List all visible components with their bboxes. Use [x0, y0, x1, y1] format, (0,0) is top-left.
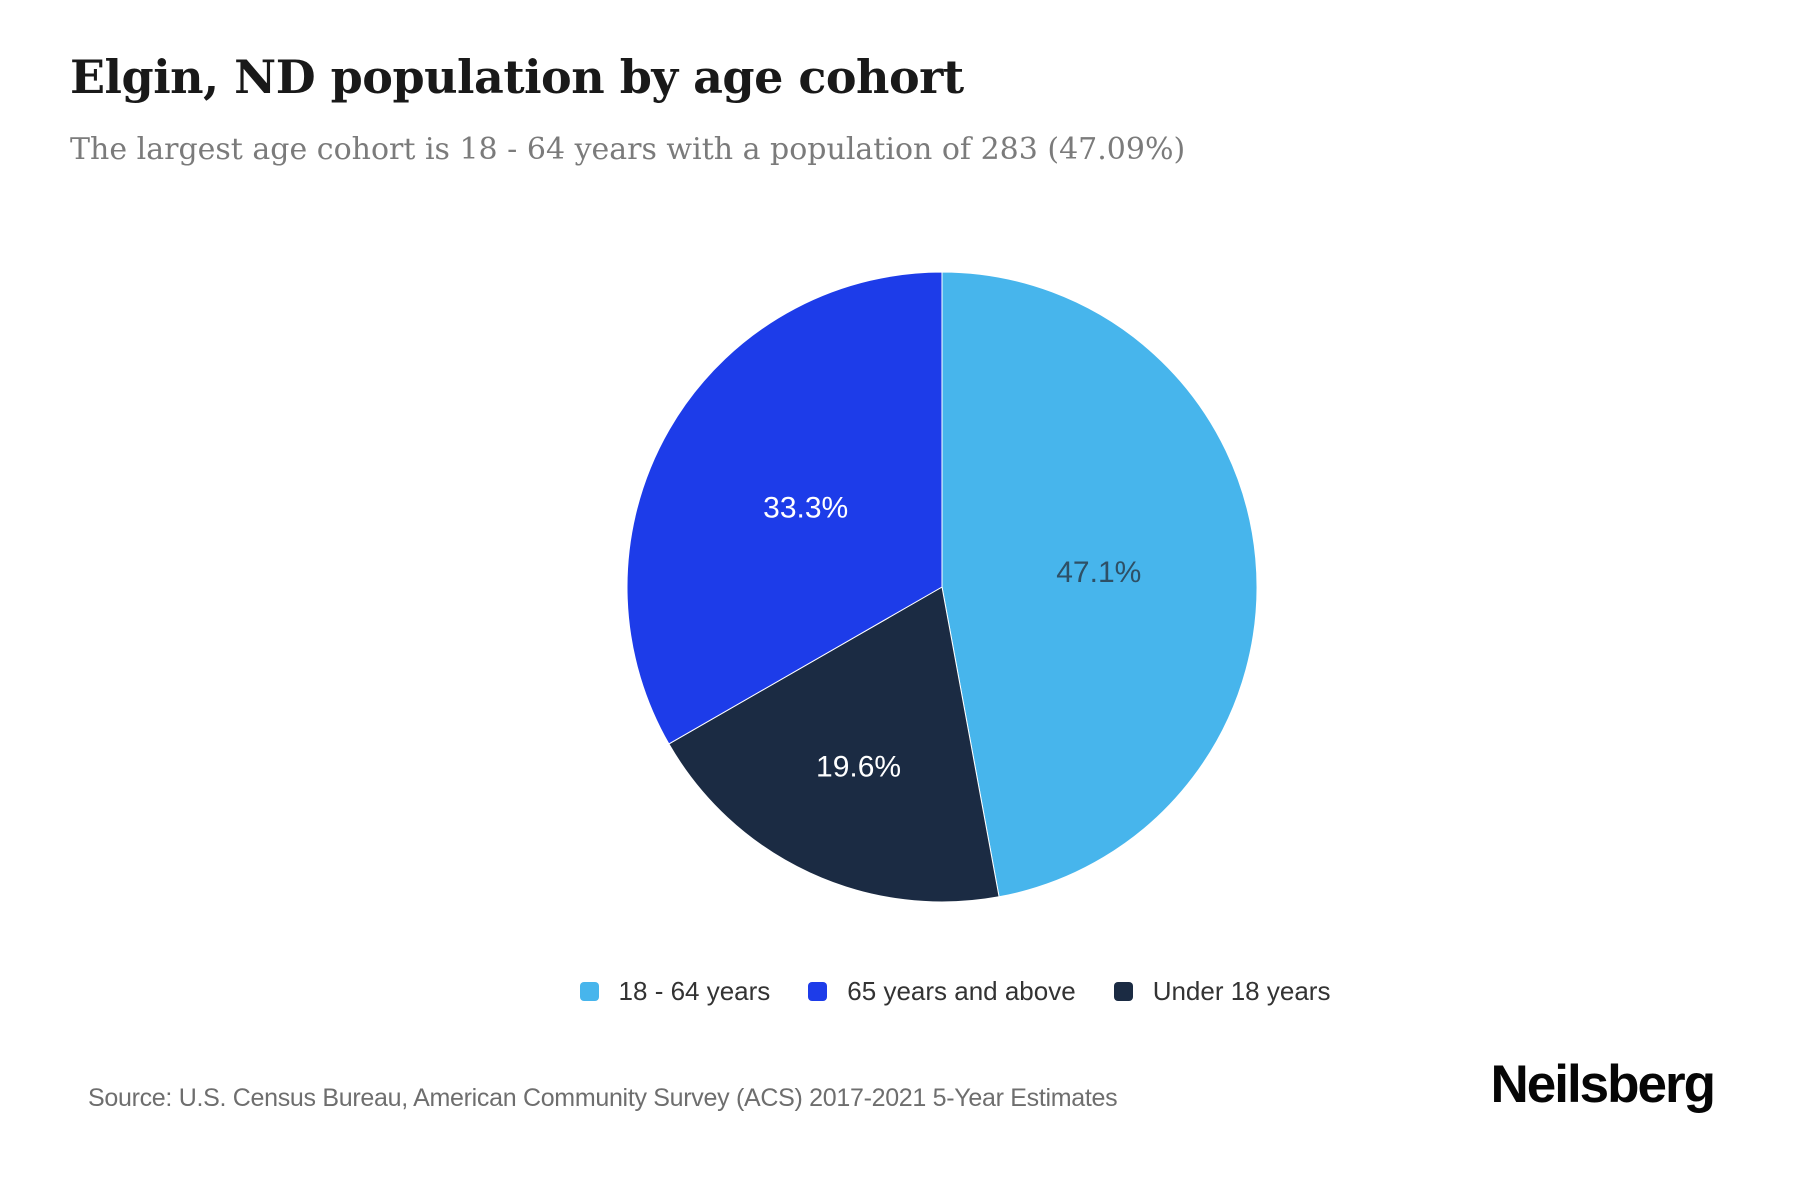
legend-swatch-65-years-and-above: [808, 982, 828, 1001]
pie-chart: 47.1% 19.6% 33.3%: [626, 271, 1258, 903]
legend-swatch-under-18-years: [1113, 982, 1133, 1001]
slice-label-18-64-years: 47.1%: [1056, 556, 1141, 589]
legend-swatch-18-64-years: [579, 982, 599, 1001]
slice-label-65-years-and-above: 33.3%: [763, 492, 848, 525]
pie-slice-18-64-years[interactable]: [941, 271, 1258, 898]
source-attribution: Source: U.S. Census Bureau, American Com…: [88, 1084, 1118, 1112]
legend-item-18-64-years[interactable]: 18 - 64 years: [579, 976, 771, 1007]
legend-label: 65 years and above: [847, 976, 1076, 1006]
brand-logo: Neilsberg: [1490, 1055, 1716, 1114]
chart-legend: 18 - 64 years 65 years and above Under 18 …: [110, 976, 1800, 1007]
page-title: Elgin, ND population by age cohort: [70, 50, 964, 104]
legend-item-65-years-and-above[interactable]: 65 years and above: [808, 976, 1076, 1007]
slice-label-under-18-years: 19.6%: [816, 751, 901, 784]
legend-label: 18 - 64 years: [618, 976, 771, 1006]
pie-slice-under-18-years[interactable]: [668, 586, 1000, 903]
legend-item-under-18-years[interactable]: Under 18 years: [1113, 976, 1331, 1007]
legend-label: Under 18 years: [1152, 976, 1331, 1006]
pie-slice-65-years-and-above[interactable]: [626, 271, 943, 745]
page-subtitle: The largest age cohort is 18 - 64 years …: [70, 132, 1186, 167]
